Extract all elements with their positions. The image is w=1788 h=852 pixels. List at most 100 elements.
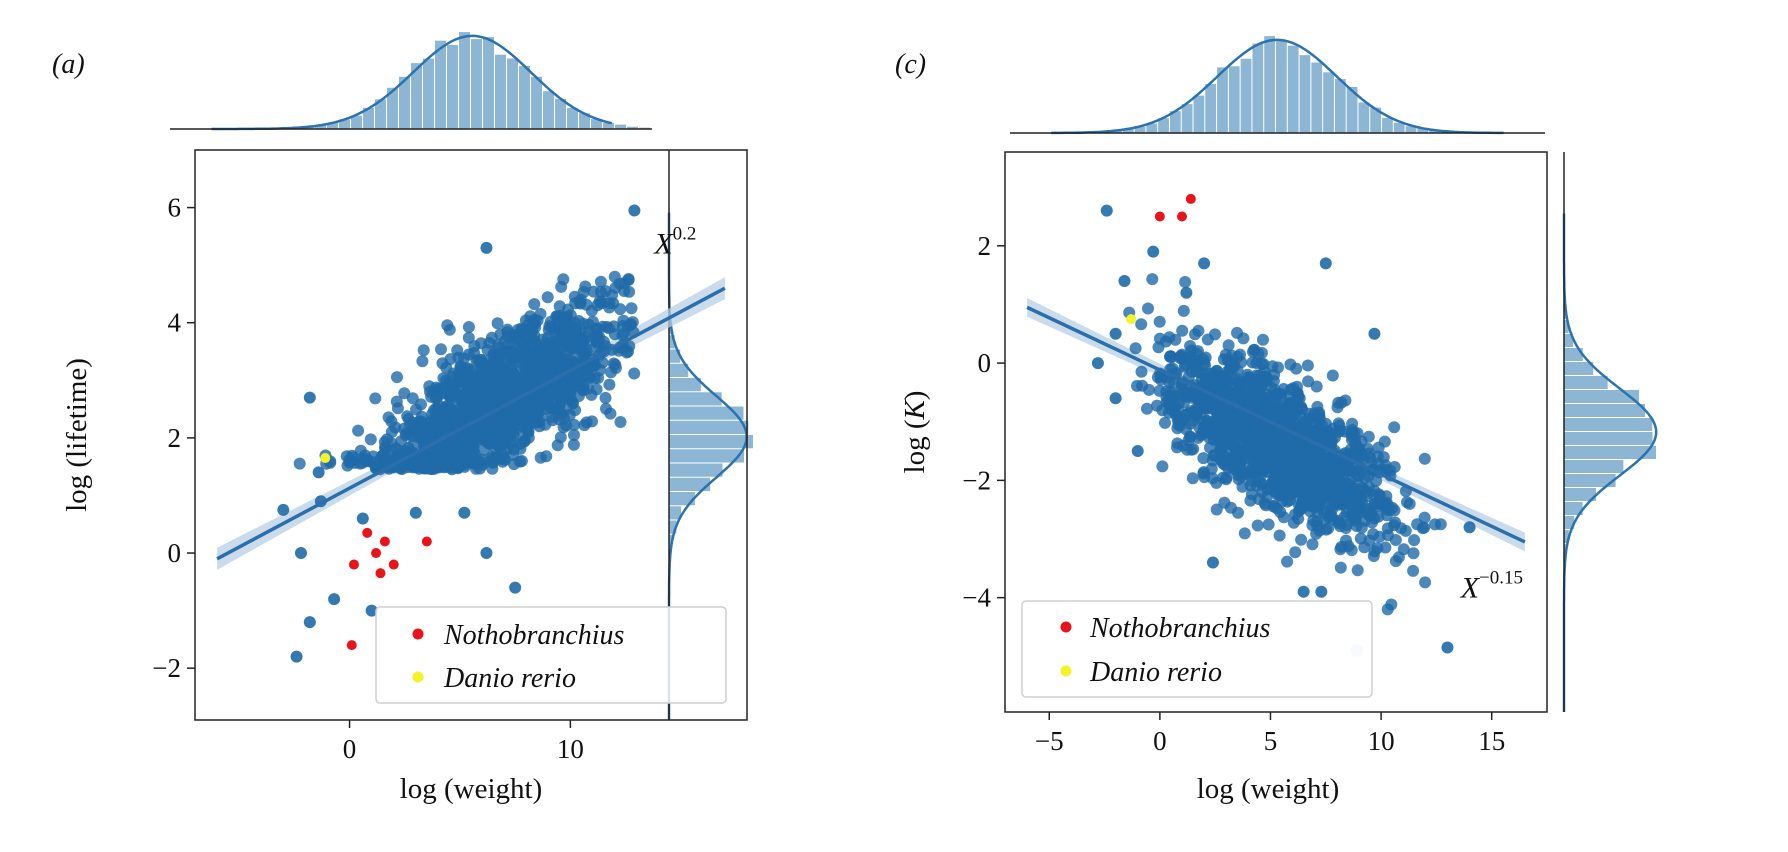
data-point bbox=[1418, 511, 1431, 524]
marginal-y-bar bbox=[669, 435, 753, 449]
data-point bbox=[1262, 461, 1275, 473]
data-point bbox=[563, 409, 576, 421]
marginal-x-bar bbox=[555, 98, 566, 129]
marginal-y-bar bbox=[669, 349, 681, 363]
data-point bbox=[1295, 533, 1308, 546]
data-point bbox=[1242, 371, 1255, 384]
data-point bbox=[544, 402, 557, 414]
data-point bbox=[1179, 276, 1192, 288]
data-point bbox=[475, 337, 488, 350]
data-point bbox=[1218, 496, 1231, 509]
data-point bbox=[1368, 545, 1381, 558]
nothobranchius-point-a-6 bbox=[421, 536, 432, 547]
data-point-outlier bbox=[1131, 445, 1144, 458]
data-point bbox=[476, 360, 489, 373]
legend-marker-danio-a bbox=[412, 671, 424, 683]
data-point bbox=[1363, 534, 1376, 547]
data-point bbox=[1332, 396, 1345, 409]
data-point bbox=[1306, 538, 1319, 551]
data-point bbox=[1326, 369, 1339, 382]
data-point bbox=[1237, 447, 1250, 460]
marginal-x-histogram-a bbox=[291, 32, 650, 130]
nothobranchius-point-a-2 bbox=[379, 536, 390, 547]
data-point bbox=[1180, 408, 1193, 421]
data-point bbox=[1156, 460, 1169, 473]
data-point bbox=[1262, 518, 1275, 531]
marginal-y-bar bbox=[1564, 432, 1653, 445]
data-point bbox=[513, 412, 526, 425]
data-point-outlier bbox=[1198, 257, 1211, 270]
data-point bbox=[1301, 467, 1314, 480]
data-point bbox=[1268, 471, 1281, 484]
plot-frame-c bbox=[1004, 151, 1548, 713]
y-axis-label-c: log (K) bbox=[899, 391, 931, 474]
marginal-x-bar bbox=[1111, 130, 1122, 133]
nothobranchius-point-a-3 bbox=[348, 559, 359, 570]
marginal-x-bar bbox=[591, 119, 602, 129]
x-tick-label-c-4: 15 bbox=[1478, 726, 1505, 756]
data-point bbox=[1294, 476, 1307, 489]
data-point bbox=[1238, 527, 1251, 540]
data-point bbox=[476, 453, 489, 466]
data-point bbox=[1261, 433, 1274, 445]
data-point bbox=[1316, 429, 1329, 442]
data-point-outlier bbox=[1441, 641, 1454, 654]
data-point bbox=[1385, 598, 1398, 611]
data-point bbox=[1210, 476, 1223, 489]
marginal-x-bar bbox=[627, 126, 638, 129]
marginal-x-bar bbox=[1134, 126, 1146, 133]
data-point-outlier bbox=[1180, 286, 1193, 299]
marginal-y-c bbox=[1562, 152, 1658, 712]
data-point bbox=[1131, 379, 1143, 392]
marginal-y-bar bbox=[1564, 404, 1646, 417]
data-point bbox=[385, 437, 398, 450]
marginal-x-bar bbox=[1370, 107, 1382, 133]
data-point bbox=[594, 275, 607, 288]
x-tick-label-c-1: 0 bbox=[1153, 726, 1167, 756]
marginal-x-bar bbox=[1158, 118, 1169, 133]
data-point-outlier bbox=[1368, 327, 1381, 340]
data-point bbox=[446, 411, 459, 424]
data-point bbox=[1215, 444, 1228, 456]
data-point bbox=[498, 452, 510, 465]
data-point bbox=[525, 396, 538, 409]
data-point bbox=[456, 431, 469, 444]
data-point bbox=[1388, 461, 1401, 473]
marginal-x-bar bbox=[1429, 130, 1440, 133]
data-point bbox=[594, 285, 607, 298]
legend-c: Nothobranchius Danio rerio bbox=[1021, 600, 1373, 698]
data-point bbox=[1202, 396, 1214, 409]
data-point bbox=[1310, 494, 1323, 507]
data-point bbox=[430, 452, 443, 465]
legend-label-danio-a: Danio rerio bbox=[443, 663, 576, 694]
data-point bbox=[1232, 409, 1245, 422]
data-point-outlier bbox=[1100, 204, 1113, 217]
data-point bbox=[1252, 347, 1265, 360]
data-point bbox=[1129, 342, 1142, 355]
marginal-y-bar bbox=[1564, 516, 1575, 529]
y-tick-label-c-0: −4 bbox=[962, 583, 991, 613]
data-point bbox=[1266, 407, 1279, 420]
data-point bbox=[456, 390, 469, 403]
data-point bbox=[1197, 466, 1210, 479]
panel-label-a: (a) bbox=[52, 49, 85, 80]
data-point bbox=[1184, 340, 1197, 352]
data-point bbox=[567, 438, 580, 451]
y-tick-label-a-2: 2 bbox=[168, 423, 182, 453]
data-point bbox=[1164, 350, 1176, 363]
data-point bbox=[364, 433, 377, 446]
regression-line-a bbox=[216, 286, 726, 561]
marginal-x-bar bbox=[1217, 67, 1228, 133]
data-point bbox=[1320, 523, 1333, 536]
marginal-x-bar bbox=[1405, 126, 1417, 133]
data-point bbox=[1295, 400, 1308, 413]
data-point bbox=[1373, 530, 1386, 543]
data-point-outlier bbox=[294, 547, 307, 560]
data-point-outlier bbox=[1206, 556, 1219, 569]
data-point bbox=[628, 367, 641, 380]
data-point bbox=[473, 462, 486, 475]
marginal-x-kde-c bbox=[1051, 38, 1504, 135]
data-point bbox=[553, 300, 566, 313]
data-point bbox=[1253, 475, 1266, 488]
data-point bbox=[1257, 358, 1270, 370]
